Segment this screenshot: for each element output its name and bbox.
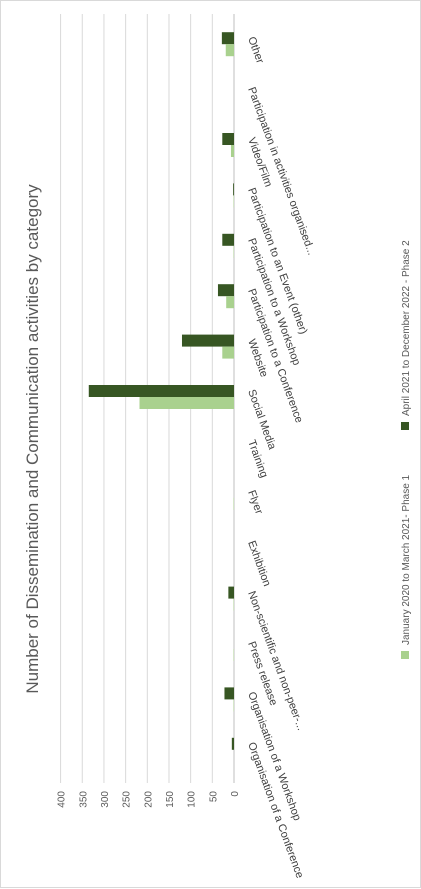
- bar: [182, 335, 234, 347]
- tick-label: 350: [78, 791, 89, 808]
- category-label: Other: [245, 35, 266, 65]
- bar: [222, 133, 234, 145]
- tick-label: 50: [208, 791, 219, 803]
- legend-swatch: [401, 651, 409, 659]
- bar: [233, 183, 234, 195]
- bar: [222, 234, 234, 246]
- legend: January 2020 to March 2021- Phase 1 April…: [401, 240, 412, 659]
- bar: [222, 32, 234, 44]
- bar: [226, 296, 234, 308]
- legend-label: January 2020 to March 2021- Phase 1: [401, 474, 412, 645]
- category-label: Participation in activities organised...: [245, 86, 317, 257]
- bar: [139, 397, 234, 409]
- tick-label: 100: [187, 791, 198, 808]
- bar: [232, 738, 234, 750]
- legend-swatch: [401, 422, 409, 430]
- category-label: Exhibition: [245, 539, 273, 588]
- tick-label: 400: [57, 791, 68, 808]
- tick-label: 300: [100, 791, 111, 808]
- value-axis-ticks: 0 50 100 150 200 250 300 350 400: [57, 791, 241, 808]
- category-labels: Organisation of a ConferenceOrganisation…: [245, 35, 317, 880]
- tick-label: 0: [230, 791, 241, 797]
- chart-title: Number of Dissemination and Communicatio…: [23, 184, 42, 694]
- tick-label: 150: [165, 791, 176, 808]
- tick-label: 200: [143, 791, 154, 808]
- bar: [222, 347, 234, 359]
- bar: [231, 145, 234, 157]
- legend-label: April 2021 to December 2022 - Phase 2: [401, 240, 412, 416]
- bar: [218, 284, 234, 296]
- bar: [89, 385, 234, 397]
- category-label: Flyer: [245, 489, 265, 516]
- bar: [224, 687, 234, 699]
- tick-label: 250: [122, 791, 133, 808]
- bar: [228, 587, 234, 599]
- bar: [226, 44, 234, 56]
